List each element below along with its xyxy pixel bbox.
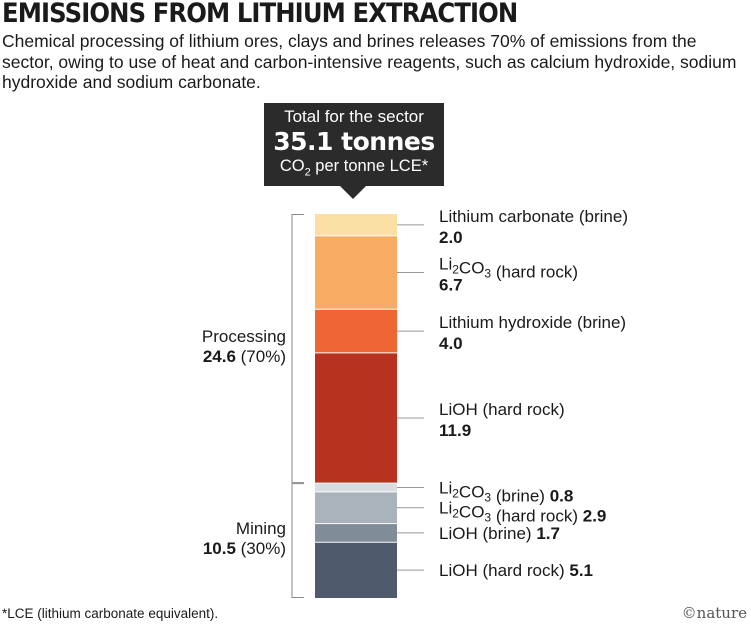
segment-label-lithium-hydroxide-brine: Lithium hydroxide (brine)	[439, 313, 626, 332]
sector-total-callout: Total for the sector 35.1 tonnes CO2 per…	[264, 103, 444, 199]
bar-segment-lioh-brine	[315, 523, 397, 543]
bar-segment-lithium-hydroxide-brine	[315, 309, 397, 353]
segment-value-lioh-hard-rock: 11.9	[439, 421, 471, 440]
bar-segment-li2co3-hard-rock	[315, 235, 397, 310]
segment-labels: Lithium carbonate (brine) 2.0 Li2CO3 (hard…	[397, 207, 628, 580]
mining-group-name: Mining	[235, 518, 286, 538]
bar-segments	[315, 214, 397, 598]
callout-unit: CO2 per tonne LCE*	[279, 157, 429, 179]
bar-segment-li2co3-hard-rock	[315, 491, 397, 524]
segment-value-lithium-hydroxide-brine: 4.0	[439, 334, 463, 353]
chart-subtitle: Chemical processing of lithium ores, cla…	[2, 31, 737, 92]
segment-label-li2co3-brine: Li2CO3 (brine) 0.8	[439, 479, 573, 506]
processing-group-total: 24.6 (70%)	[202, 346, 286, 366]
footnote: *LCE (lithium carbonate equivalent).	[2, 606, 219, 621]
group-brackets	[291, 214, 304, 598]
bracket-processing	[291, 214, 304, 484]
bracket-mining	[291, 483, 304, 598]
segment-label-li2co3-hard-rock: Li2CO3 (hard rock) 2.9	[439, 499, 606, 526]
bar-segment-li2co3-brine	[315, 483, 397, 492]
bar-segment-lioh-hard-rock	[315, 352, 397, 484]
segment-value-lithium-carbonate-brine: 2.0	[439, 228, 463, 247]
mining-group-total: 10.5 (30%)	[202, 538, 286, 558]
chart-title: EMISSIONS FROM LITHIUM EXTRACTION	[2, 0, 518, 29]
processing-group-label: Processing 24.6 (70%)	[202, 327, 286, 367]
segment-label-lioh-hard-rock: LiOH (hard rock)	[439, 400, 565, 419]
segment-label-li2co3-hard-rock: Li2CO3 (hard rock)	[439, 255, 578, 282]
callout-heading: Total for the sector	[284, 107, 424, 126]
segment-label-lioh-brine: LiOH (brine) 1.7	[439, 524, 560, 543]
callout-total-value: 35.1 tonnes	[273, 127, 435, 156]
segment-value-li2co3-hard-rock: 6.7	[439, 276, 463, 295]
segment-label-lithium-carbonate-brine: Lithium carbonate (brine)	[439, 207, 628, 226]
bar-segment-lithium-carbonate-brine	[315, 214, 397, 236]
mining-group-label: Mining 10.5 (30%)	[203, 519, 286, 559]
bar-segment-lioh-hard-rock	[315, 542, 397, 598]
nature-credit: ©nature	[681, 604, 747, 622]
segment-label-lioh-hard-rock: LiOH (hard rock) 5.1	[439, 561, 593, 580]
processing-group-name: Processing	[201, 326, 286, 346]
